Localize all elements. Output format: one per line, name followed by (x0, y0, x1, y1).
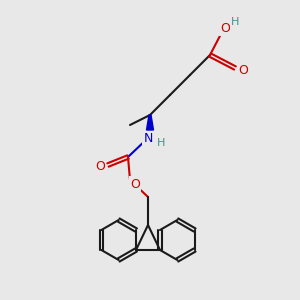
Text: O: O (130, 178, 140, 190)
Text: O: O (220, 22, 230, 34)
Polygon shape (146, 115, 154, 130)
Text: N: N (143, 131, 153, 145)
Text: O: O (238, 64, 248, 76)
Text: H: H (157, 138, 165, 148)
Text: H: H (231, 17, 239, 27)
Text: O: O (95, 160, 105, 173)
